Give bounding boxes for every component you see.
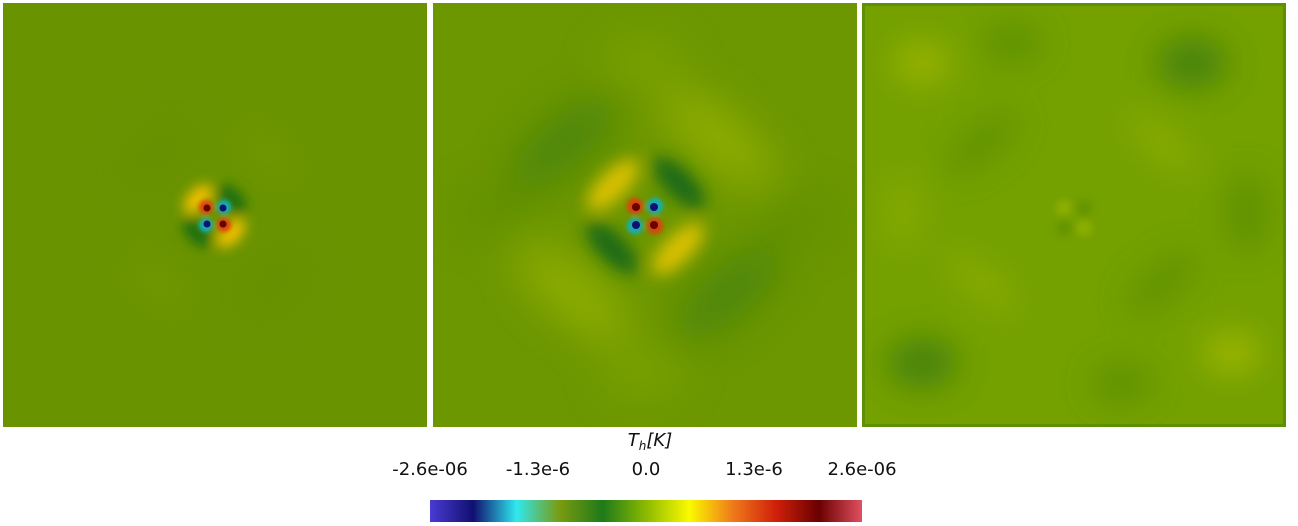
colorbar-tick-label: 2.6e-06 xyxy=(827,459,897,480)
colorbar-title-subscript: h xyxy=(638,439,647,453)
colorbar-tick-label: -1.3e-6 xyxy=(505,459,571,480)
colorbar-tick-label: 0.0 xyxy=(631,459,661,480)
field-panel-right xyxy=(862,3,1286,427)
colorbar-title-unit: [K] xyxy=(646,430,673,451)
field-panel-left xyxy=(3,3,427,427)
colorbar-title: Th[K] xyxy=(600,430,700,457)
field-plot-right xyxy=(862,3,1286,427)
colorbar-tick-label: 1.3e-6 xyxy=(725,459,783,480)
colorbar-tick-label: -2.6e-06 xyxy=(392,459,468,480)
colorbar xyxy=(430,500,862,522)
field-panel-middle xyxy=(433,3,857,427)
field-plot-left xyxy=(3,3,427,427)
field-plot-middle xyxy=(433,3,857,427)
colorbar-title-main: T xyxy=(627,430,639,451)
